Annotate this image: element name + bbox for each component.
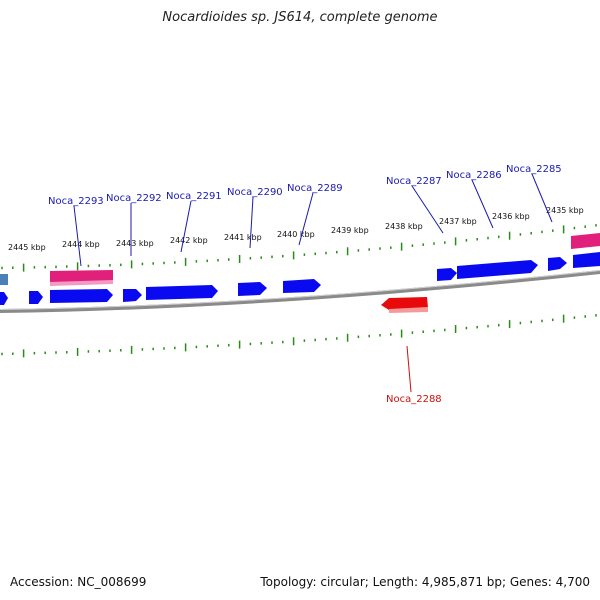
leader-line (180, 200, 192, 253)
leader-line (249, 196, 254, 249)
forward-gene-arrow[interactable] (548, 257, 567, 271)
scale-label: 2439 kbp (331, 226, 369, 235)
scale-label: 2442 kbp (170, 236, 208, 245)
label-leader-lines (73, 173, 553, 393)
leader-line (411, 185, 444, 234)
genome-backbone-highlight (0, 270, 600, 310)
forward-gene-arrow[interactable] (0, 292, 8, 305)
forward-gene-arrow[interactable] (437, 268, 457, 281)
scale-label: 2441 kbp (224, 233, 262, 242)
gene-label[interactable]: Noca_2289 (287, 183, 343, 194)
genome-summary-text: Topology: circular; Length: 4,985,871 bp… (260, 575, 590, 589)
forward-gene-arrow[interactable] (146, 285, 218, 300)
gene-label[interactable]: Noca_2288 (386, 394, 442, 405)
scale-label: 2443 kbp (116, 239, 154, 248)
scale-label: 2440 kbp (277, 230, 315, 239)
inner-scale-ticks (1, 314, 597, 358)
reverse-gene-arrow-shadow (389, 307, 428, 313)
forward-gene-arrow[interactable] (123, 289, 142, 302)
forward-gene-arrow[interactable] (29, 291, 43, 304)
forward-gene-arrow[interactable] (573, 252, 600, 268)
accession-text: Accession: NC_008699 (10, 575, 147, 589)
leader-line (531, 173, 553, 223)
outer-scale-ticks (1, 224, 597, 272)
gene-label[interactable]: Noca_2287 (386, 176, 442, 187)
forward-gene-arrow[interactable] (238, 282, 267, 296)
forward-genes (0, 252, 600, 305)
reverse-gene-arrow[interactable] (381, 297, 428, 310)
leader-line (406, 345, 412, 393)
gene-label[interactable]: Noca_2286 (446, 170, 502, 181)
leader-line (73, 205, 82, 267)
gene-label[interactable]: Noca_2285 (506, 164, 562, 175)
scale-label: 2436 kbp (492, 212, 530, 221)
map-title: Nocardioides sp. JS614, complete genome (162, 10, 438, 25)
reverse-genes (381, 297, 428, 313)
scale-labels: 2445 kbp 2444 kbp 2443 kbp 2442 kbp 2441… (8, 206, 584, 252)
other-gene-arrow[interactable] (0, 274, 8, 285)
leader-line (471, 179, 494, 229)
gene-label[interactable]: Noca_2291 (166, 191, 222, 202)
feature-track-top (0, 233, 600, 286)
gene-labels: Noca_2293 Noca_2292 Noca_2291 Noca_2290 … (48, 164, 562, 405)
leader-line (298, 192, 314, 246)
rna-gene-arrow-shadow (50, 280, 113, 286)
scale-label: 2437 kbp (439, 217, 477, 226)
scale-label: 2435 kbp (546, 206, 584, 215)
gene-label[interactable]: Noca_2293 (48, 196, 104, 207)
forward-gene-arrow[interactable] (457, 260, 538, 279)
scale-label: 2438 kbp (385, 222, 423, 231)
rna-gene-arrow[interactable] (571, 233, 600, 249)
scale-label: 2444 kbp (62, 240, 100, 249)
forward-gene-arrow[interactable] (50, 289, 113, 303)
scale-label: 2445 kbp (8, 243, 46, 252)
forward-gene-arrow[interactable] (283, 279, 321, 293)
gene-label[interactable]: Noca_2292 (106, 193, 162, 204)
gene-label[interactable]: Noca_2290 (227, 187, 283, 198)
genome-backbone (0, 270, 600, 313)
